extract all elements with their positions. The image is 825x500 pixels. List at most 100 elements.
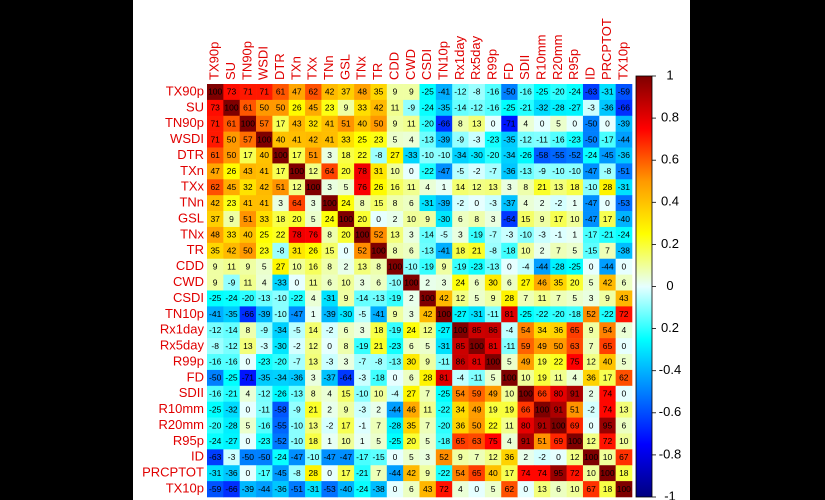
cell — [207, 195, 224, 212]
cell — [533, 258, 551, 275]
cell-value: 100 — [372, 246, 386, 256]
cell — [517, 242, 535, 260]
cell — [615, 417, 633, 434]
cell — [239, 369, 257, 387]
cell — [321, 338, 339, 355]
cell-value: 27 — [521, 277, 531, 287]
cell — [256, 274, 273, 291]
cell — [337, 211, 355, 228]
column-label: R99p — [484, 49, 499, 80]
cell-value: -50 — [242, 452, 255, 462]
cell — [599, 147, 616, 164]
cell-value: 17 — [505, 468, 515, 478]
cell-value: 4 — [245, 389, 250, 399]
cell — [305, 131, 322, 148]
cell — [435, 306, 453, 323]
cell — [288, 195, 306, 212]
cell-value: -10 — [274, 293, 287, 303]
cell-value: 4 — [523, 198, 528, 208]
cell-value: 0 — [327, 341, 332, 351]
cell-value: 10 — [505, 389, 515, 399]
cell — [223, 274, 240, 291]
cell-value: 22 — [358, 150, 368, 160]
cell-value: 65 — [570, 325, 580, 335]
column-label: GSL — [337, 54, 352, 80]
cell-value: -36 — [503, 166, 516, 176]
cell-value: 91 — [570, 389, 580, 399]
cell-value: -25 — [389, 436, 402, 446]
cell — [419, 195, 437, 212]
cell — [370, 99, 388, 117]
cell — [533, 274, 551, 291]
cell — [337, 147, 355, 164]
cell — [207, 481, 224, 498]
cell-value: -47 — [291, 452, 304, 462]
cell-value: 12 — [570, 452, 580, 462]
cell — [435, 449, 453, 466]
cell — [272, 417, 290, 434]
cell-value: 10 — [390, 166, 400, 176]
cell — [207, 258, 224, 275]
cell-value: -45 — [274, 468, 287, 478]
colorbar-label: 0.2 — [661, 320, 679, 335]
cell-value: -23 — [569, 134, 582, 144]
cell-value: -2 — [293, 341, 301, 351]
cell — [484, 354, 502, 371]
cell — [435, 290, 453, 307]
cell-value: 100 — [241, 118, 255, 128]
cell-value: 6 — [556, 484, 561, 494]
cell — [370, 369, 388, 387]
cell-value: -51 — [618, 166, 631, 176]
column-label: TXn — [288, 56, 303, 80]
cell-value: 12 — [456, 293, 466, 303]
cell — [305, 465, 322, 482]
column-label: TN90p — [239, 41, 254, 80]
colorbar-label: 0.4 — [661, 194, 679, 209]
cell — [533, 449, 551, 466]
cell — [403, 115, 420, 132]
cell — [288, 290, 306, 307]
cell-value: -36 — [601, 103, 614, 113]
cell — [305, 417, 322, 434]
cell-value: 8 — [376, 261, 381, 271]
cell-value: 67 — [619, 452, 629, 462]
cell — [501, 338, 518, 355]
cell-value: 6 — [409, 373, 414, 383]
cell-value: 6 — [621, 420, 626, 430]
cell-value: 4 — [425, 182, 430, 192]
cell — [386, 306, 404, 323]
cell-value: -63 — [585, 87, 598, 97]
cell — [419, 306, 437, 323]
cell — [468, 338, 486, 355]
cell-value: -20 — [552, 87, 565, 97]
cell — [517, 163, 535, 180]
cell — [256, 322, 273, 339]
cell — [337, 401, 355, 418]
colorbar-label: 0 — [666, 278, 673, 293]
cell-value: -39 — [323, 309, 336, 319]
cell-value: -23 — [389, 341, 402, 351]
cell — [615, 322, 633, 339]
cell-value: 100 — [551, 420, 565, 430]
cell — [435, 131, 453, 148]
cell — [223, 99, 240, 117]
cell-value: 42 — [227, 246, 237, 256]
cell-value: 0 — [393, 373, 398, 383]
cell — [370, 84, 388, 101]
cell-value: 3 — [311, 198, 316, 208]
cell-value: -10 — [585, 182, 598, 192]
cell — [288, 179, 306, 196]
row-label: TXn — [180, 163, 204, 178]
cell — [403, 417, 420, 434]
cell-value: 10 — [570, 214, 580, 224]
cell-value: -12 — [258, 389, 271, 399]
cell-value: 7 — [556, 246, 561, 256]
cell — [615, 481, 633, 498]
cell — [288, 481, 306, 498]
cell-value: -24 — [618, 230, 631, 240]
cell — [305, 195, 322, 212]
cell — [484, 449, 502, 466]
row-label: TN90p — [165, 115, 204, 130]
cell — [337, 195, 355, 212]
cell-value: -16 — [209, 389, 222, 399]
